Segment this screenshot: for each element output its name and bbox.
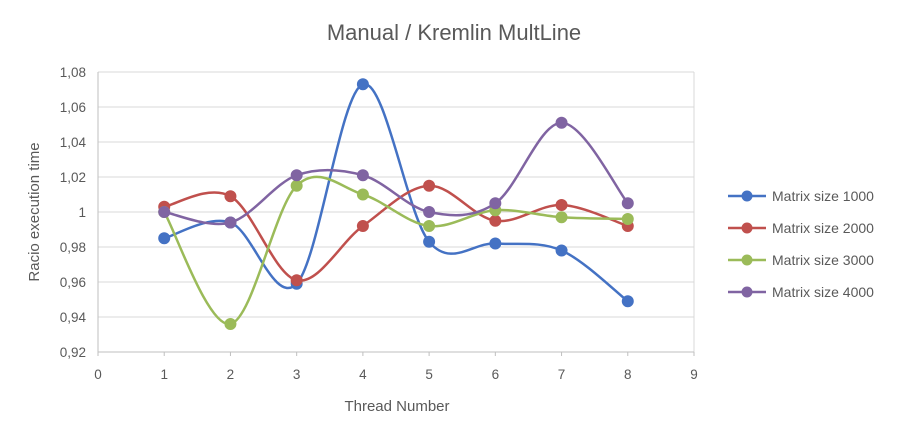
legend-marker [741, 286, 753, 298]
data-point [555, 116, 568, 129]
y-tick-label: 1 [78, 205, 86, 220]
x-tick-label: 5 [425, 367, 433, 382]
data-point [224, 190, 237, 203]
x-tick-label: 0 [94, 367, 102, 382]
x-tick-label: 4 [359, 367, 367, 382]
y-tick-label: 0,96 [60, 275, 86, 290]
legend-marker [741, 190, 753, 202]
data-point [224, 216, 237, 229]
series-4 [158, 116, 634, 229]
x-tick-label: 1 [160, 367, 168, 382]
data-point [489, 197, 502, 210]
data-point [423, 206, 436, 218]
data-point [290, 169, 303, 182]
legend-entry: Matrix size 3000 [728, 252, 874, 268]
chart-title: Manual / Kremlin MultLine [327, 20, 581, 45]
legend-label: Matrix size 1000 [772, 188, 874, 204]
data-point [356, 78, 369, 91]
legend: Matrix size 1000 Matrix size 2000 Matrix s… [728, 188, 874, 300]
y-tick-label: 0,98 [60, 240, 86, 255]
y-tick-label: 1,02 [60, 170, 86, 185]
data-point [158, 206, 171, 218]
data-point [555, 244, 568, 257]
data-point [555, 199, 568, 211]
series-line [162, 184, 630, 282]
data-point [555, 211, 568, 224]
legend-entry: Matrix size 2000 [728, 220, 874, 236]
legend-label: Matrix size 4000 [772, 284, 874, 300]
y-tick-label: 1,08 [60, 65, 86, 80]
data-point [423, 179, 436, 192]
data-point [356, 220, 369, 232]
series-lines [158, 78, 634, 330]
legend-marker [741, 254, 753, 266]
x-tick-label: 2 [227, 367, 235, 382]
y-axis-title: Racio execution time [26, 142, 43, 281]
data-point [621, 295, 634, 308]
legend-marker [741, 222, 753, 234]
x-tick-label: 7 [558, 367, 566, 382]
gridlines [98, 71, 695, 352]
data-point [224, 318, 237, 330]
y-tick-label: 0,94 [60, 310, 87, 325]
x-axis-title: Thread Number [344, 398, 449, 415]
legend-entry: Matrix size 1000 [728, 188, 874, 204]
data-point [290, 179, 303, 192]
data-point [489, 237, 502, 250]
axes: 0,92 0,94 0,96 0,98 1 1,02 1,04 1,06 1,08 0 1 2 3 4 5 6… [60, 65, 698, 382]
data-point [423, 220, 436, 232]
x-tick-label: 9 [690, 367, 698, 382]
data-point [489, 214, 502, 227]
x-tick-label: 3 [293, 367, 301, 382]
legend-label: Matrix size 3000 [772, 252, 874, 268]
data-point [158, 232, 171, 245]
data-point [356, 188, 369, 201]
x-tick-label: 6 [492, 367, 500, 382]
data-point [621, 213, 634, 225]
series-line [162, 82, 630, 303]
legend-label: Matrix size 2000 [772, 220, 874, 236]
data-point [423, 235, 436, 248]
y-tick-label: 1,04 [60, 135, 87, 150]
data-point [621, 197, 634, 210]
y-tick-label: 0,92 [60, 345, 86, 360]
y-tick-label: 1,06 [60, 100, 86, 115]
data-point [356, 169, 369, 182]
x-tick-label: 8 [624, 367, 632, 382]
legend-entry: Matrix size 4000 [728, 284, 874, 300]
data-point [290, 274, 303, 287]
